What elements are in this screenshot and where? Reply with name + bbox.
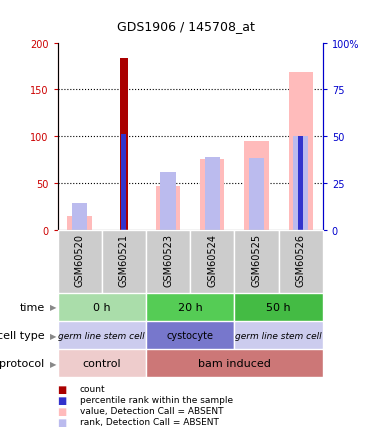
Bar	[200, 160, 224, 230]
Bar	[234, 293, 323, 321]
Bar	[234, 230, 279, 293]
Bar	[160, 172, 176, 230]
Bar	[156, 186, 180, 230]
Text: percentile rank within the sample: percentile rank within the sample	[80, 395, 233, 404]
Bar	[121, 135, 127, 230]
Text: bam induced: bam induced	[198, 358, 271, 368]
Text: germ line stem cell: germ line stem cell	[235, 331, 322, 340]
Text: ▶: ▶	[50, 331, 57, 340]
Bar	[72, 204, 87, 230]
Bar	[279, 230, 323, 293]
Text: ▶: ▶	[50, 359, 57, 368]
Text: GSM60520: GSM60520	[75, 233, 85, 286]
Text: GSM60526: GSM60526	[296, 233, 306, 286]
Bar	[58, 230, 102, 293]
Text: protocol: protocol	[0, 358, 45, 368]
Bar	[146, 293, 234, 321]
Text: GSM60521: GSM60521	[119, 233, 129, 286]
Text: ■: ■	[58, 384, 67, 394]
Bar	[58, 349, 146, 378]
Bar	[68, 217, 92, 230]
Text: cell type: cell type	[0, 330, 45, 340]
Bar	[234, 321, 323, 349]
Bar	[146, 321, 234, 349]
Text: GSM60525: GSM60525	[252, 233, 262, 286]
Text: rank, Detection Call = ABSENT: rank, Detection Call = ABSENT	[80, 418, 219, 426]
Text: value, Detection Call = ABSENT: value, Detection Call = ABSENT	[80, 406, 223, 415]
Text: GDS1906 / 145708_at: GDS1906 / 145708_at	[116, 20, 255, 33]
Bar	[293, 137, 308, 230]
Bar	[289, 73, 313, 230]
Bar	[146, 230, 190, 293]
Text: ■: ■	[58, 395, 67, 404]
Text: ■: ■	[58, 417, 67, 427]
Text: ■: ■	[58, 406, 67, 416]
Text: 20 h: 20 h	[178, 302, 203, 312]
Bar	[204, 157, 220, 230]
Bar	[249, 158, 264, 230]
Bar	[146, 349, 323, 378]
Text: 0 h: 0 h	[93, 302, 111, 312]
Text: time: time	[19, 302, 45, 312]
Text: count: count	[80, 384, 105, 393]
Bar	[190, 230, 234, 293]
Text: GSM60523: GSM60523	[163, 233, 173, 286]
Bar	[120, 59, 128, 230]
Text: germ line stem cell: germ line stem cell	[58, 331, 145, 340]
Text: GSM60524: GSM60524	[207, 233, 217, 286]
Bar	[102, 230, 146, 293]
Text: control: control	[82, 358, 121, 368]
Bar	[58, 293, 146, 321]
Bar	[58, 321, 146, 349]
Bar	[244, 141, 269, 230]
Text: 50 h: 50 h	[266, 302, 291, 312]
Text: ▶: ▶	[50, 302, 57, 312]
Bar	[298, 137, 303, 230]
Text: cystocyte: cystocyte	[167, 330, 214, 340]
